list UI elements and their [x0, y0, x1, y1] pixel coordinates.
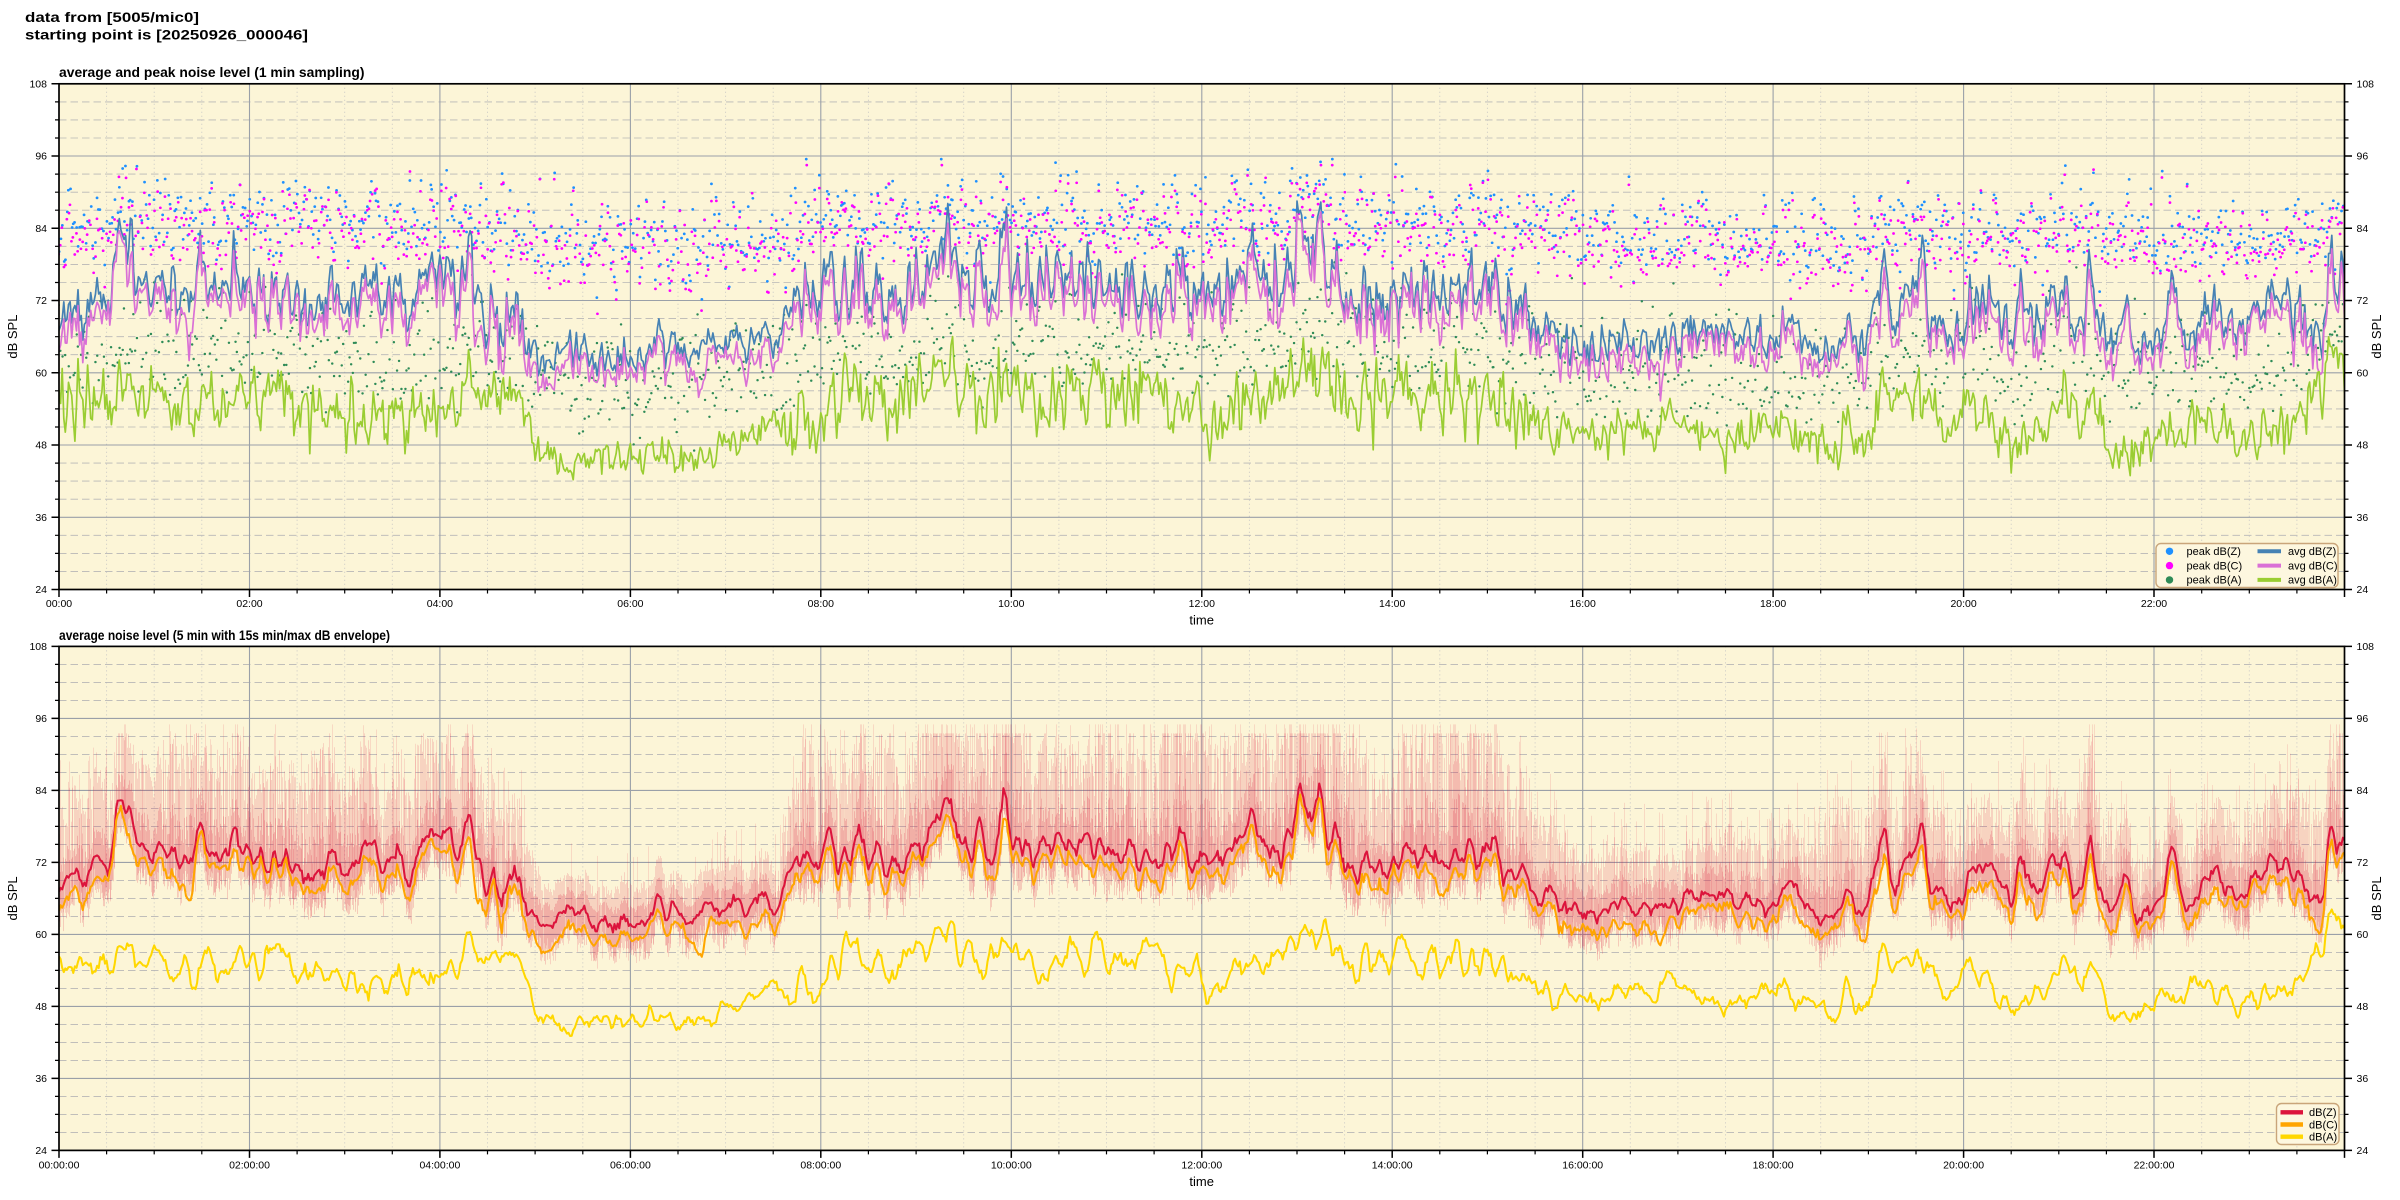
svg-text:dB SPL: dB SPL	[2369, 315, 2384, 359]
svg-text:18:00:00: 18:00:00	[1753, 1160, 1794, 1172]
svg-text:48: 48	[2357, 1001, 2369, 1013]
svg-text:84: 84	[2357, 223, 2369, 235]
svg-text:00:00: 00:00	[46, 598, 72, 610]
svg-text:12:00: 12:00	[1189, 598, 1215, 610]
svg-text:60: 60	[2357, 367, 2369, 379]
svg-text:dB SPL: dB SPL	[5, 876, 20, 920]
svg-text:10:00: 10:00	[998, 598, 1024, 610]
svg-text:96: 96	[2357, 713, 2369, 725]
svg-text:04:00:00: 04:00:00	[419, 1160, 460, 1172]
svg-text:24: 24	[2357, 1145, 2369, 1157]
svg-text:avg dB(C): avg dB(C)	[2288, 560, 2338, 572]
svg-text:dB SPL: dB SPL	[2369, 876, 2384, 920]
svg-text:06:00: 06:00	[617, 598, 643, 610]
svg-text:08:00:00: 08:00:00	[800, 1160, 841, 1172]
svg-text:108: 108	[29, 78, 47, 90]
svg-text:24: 24	[2357, 584, 2369, 596]
svg-text:108: 108	[2357, 78, 2375, 90]
svg-text:average and peak noise level (: average and peak noise level (1 min samp…	[59, 65, 365, 80]
svg-text:12:00:00: 12:00:00	[1181, 1160, 1222, 1172]
svg-text:18:00: 18:00	[1760, 598, 1786, 610]
svg-text:starting point is [20250926_00: starting point is [20250926_000046]	[25, 28, 308, 43]
svg-text:avg dB(Z): avg dB(Z)	[2288, 546, 2336, 558]
svg-text:96: 96	[35, 713, 47, 725]
svg-text:84: 84	[35, 785, 47, 797]
svg-text:72: 72	[35, 857, 47, 869]
svg-text:peak dB(C): peak dB(C)	[2187, 560, 2243, 572]
svg-text:20:00: 20:00	[1950, 598, 1976, 610]
svg-text:72: 72	[2357, 857, 2369, 869]
svg-text:72: 72	[2357, 295, 2369, 307]
svg-text:84: 84	[35, 223, 47, 235]
svg-text:14:00: 14:00	[1379, 598, 1405, 610]
svg-text:60: 60	[35, 929, 47, 941]
svg-text:peak dB(A): peak dB(A)	[2187, 575, 2242, 587]
svg-text:02:00: 02:00	[236, 598, 262, 610]
svg-text:108: 108	[29, 641, 47, 653]
svg-text:data from [5005/mic0]: data from [5005/mic0]	[25, 10, 199, 25]
svg-text:36: 36	[2357, 512, 2369, 524]
svg-text:36: 36	[35, 512, 47, 524]
svg-text:84: 84	[2357, 785, 2369, 797]
svg-text:08:00: 08:00	[808, 598, 834, 610]
svg-text:48: 48	[35, 440, 47, 452]
svg-text:36: 36	[35, 1073, 47, 1085]
svg-text:avg dB(A): avg dB(A)	[2288, 575, 2337, 587]
svg-text:48: 48	[2357, 440, 2369, 452]
svg-text:dB(C): dB(C)	[2309, 1119, 2338, 1131]
svg-text:22:00:00: 22:00:00	[2134, 1160, 2175, 1172]
svg-text:06:00:00: 06:00:00	[610, 1160, 651, 1172]
svg-text:time: time	[1189, 1174, 1214, 1189]
svg-text:60: 60	[35, 367, 47, 379]
svg-text:24: 24	[35, 584, 47, 596]
svg-text:72: 72	[35, 295, 47, 307]
svg-text:dB SPL: dB SPL	[5, 315, 20, 359]
svg-text:20:00:00: 20:00:00	[1943, 1160, 1984, 1172]
svg-text:16:00: 16:00	[1570, 598, 1596, 610]
svg-text:96: 96	[35, 151, 47, 163]
svg-text:time: time	[1189, 613, 1214, 628]
svg-text:108: 108	[2357, 641, 2375, 653]
svg-text:04:00: 04:00	[427, 598, 453, 610]
svg-text:36: 36	[2357, 1073, 2369, 1085]
svg-text:60: 60	[2357, 929, 2369, 941]
svg-text:average noise level (5 min wit: average noise level (5 min with 15s min/…	[59, 628, 390, 643]
svg-text:48: 48	[35, 1001, 47, 1013]
svg-text:96: 96	[2357, 151, 2369, 163]
svg-text:22:00: 22:00	[2141, 598, 2167, 610]
svg-text:dB(A): dB(A)	[2309, 1132, 2337, 1144]
svg-text:24: 24	[35, 1145, 47, 1157]
svg-text:14:00:00: 14:00:00	[1372, 1160, 1413, 1172]
svg-text:02:00:00: 02:00:00	[229, 1160, 270, 1172]
svg-text:dB(Z): dB(Z)	[2309, 1107, 2337, 1119]
svg-text:10:00:00: 10:00:00	[991, 1160, 1032, 1172]
svg-text:peak dB(Z): peak dB(Z)	[2187, 546, 2241, 558]
svg-text:00:00:00: 00:00:00	[39, 1160, 80, 1172]
svg-text:16:00:00: 16:00:00	[1562, 1160, 1603, 1172]
